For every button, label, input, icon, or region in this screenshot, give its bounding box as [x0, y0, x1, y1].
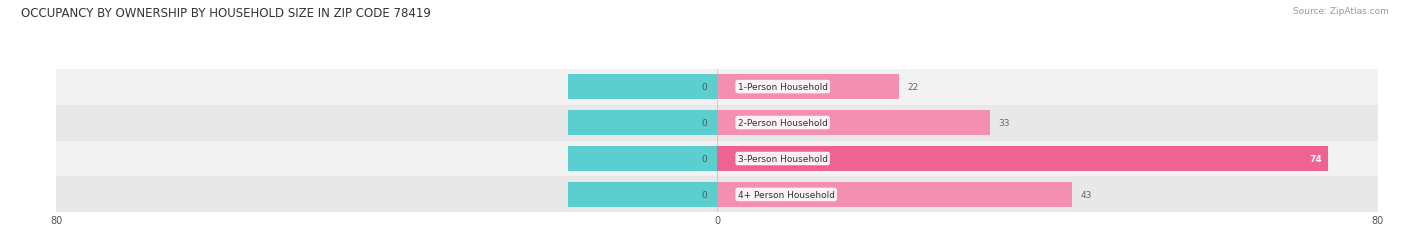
Bar — [56, 105, 1378, 141]
Bar — [56, 177, 1378, 213]
Bar — [568, 111, 717, 135]
Text: 43: 43 — [1080, 190, 1092, 199]
Text: 0: 0 — [702, 154, 707, 163]
Bar — [717, 75, 898, 99]
Bar — [56, 69, 1378, 105]
Text: 4+ Person Household: 4+ Person Household — [738, 190, 835, 199]
Bar — [568, 147, 717, 171]
Text: 2-Person Household: 2-Person Household — [738, 119, 828, 128]
Bar — [568, 182, 717, 207]
Text: 0: 0 — [702, 190, 707, 199]
Bar — [717, 111, 990, 135]
Text: OCCUPANCY BY OWNERSHIP BY HOUSEHOLD SIZE IN ZIP CODE 78419: OCCUPANCY BY OWNERSHIP BY HOUSEHOLD SIZE… — [21, 7, 432, 20]
Text: 22: 22 — [907, 83, 918, 92]
Text: 74: 74 — [1309, 154, 1322, 163]
Bar — [56, 141, 1378, 177]
Text: 1-Person Household: 1-Person Household — [738, 83, 828, 92]
Text: 0: 0 — [702, 83, 707, 92]
Bar — [717, 182, 1073, 207]
Bar — [568, 75, 717, 99]
Text: Source: ZipAtlas.com: Source: ZipAtlas.com — [1294, 7, 1389, 16]
Text: 0: 0 — [702, 119, 707, 128]
Bar — [717, 147, 1329, 171]
Text: 33: 33 — [998, 119, 1010, 128]
Text: 3-Person Household: 3-Person Household — [738, 154, 828, 163]
